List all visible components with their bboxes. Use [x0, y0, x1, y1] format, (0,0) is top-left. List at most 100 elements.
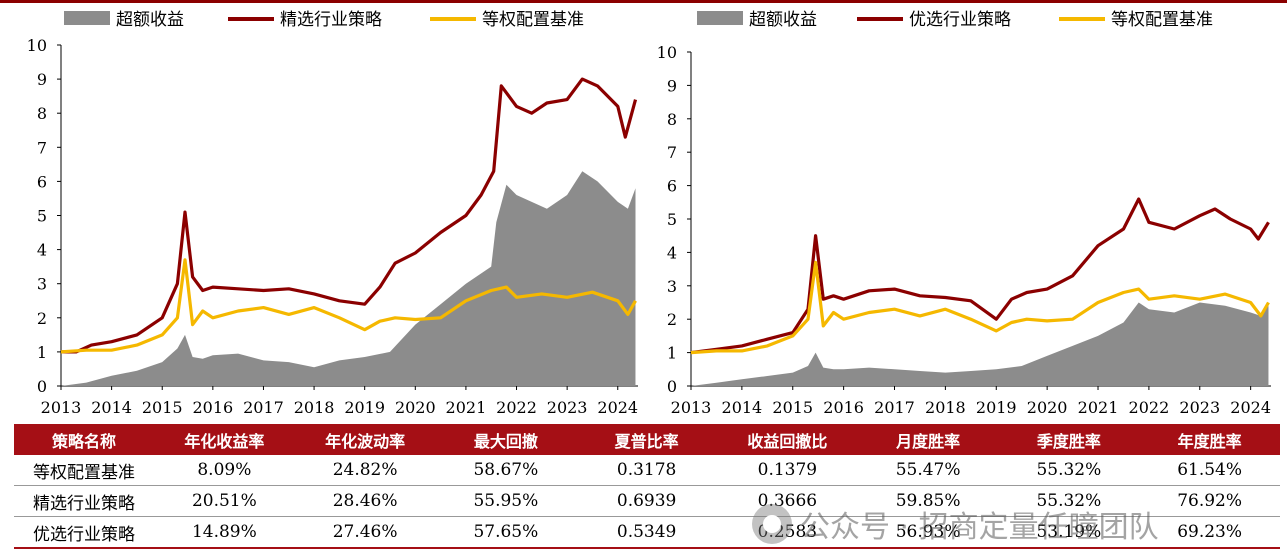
y-tick-label: 4: [667, 243, 677, 262]
x-tick-label: 2024: [1230, 398, 1271, 417]
table-header-row: 策略名称 年化收益率 年化波动率 最大回撤 夏普比率 收益回撤比 月度胜率 季度…: [14, 424, 1280, 455]
table-cell: 56.93%: [857, 516, 999, 549]
y-tick-label: 6: [667, 177, 677, 196]
table-cell: 53.19%: [998, 516, 1140, 549]
chart-left: 0 1 2 3 4 5 6 7 8 9 10 2013 2014 2015 2016 2017 2018 2019…: [27, 10, 638, 417]
x-tick-label: 2013: [671, 398, 712, 417]
x-tick-label: 2018: [925, 398, 966, 417]
y-tick-label: 8: [37, 104, 47, 123]
x-tick-label: 2013: [41, 398, 82, 417]
x-tick-label: 2016: [823, 398, 864, 417]
header-cell: 策略名称: [14, 424, 154, 455]
table-row: 精选行业策略 20.51% 28.46% 55.95% 0.6939 0.366…: [14, 485, 1280, 517]
table-cell: 55.95%: [435, 485, 577, 517]
legend-label: 超额收益: [749, 10, 817, 30]
metrics-table: 策略名称 年化收益率 年化波动率 最大回撤 夏普比率 收益回撤比 月度胜率 季度…: [14, 424, 1280, 549]
table-cell: 57.65%: [435, 516, 577, 549]
table-cell: 0.1379: [717, 455, 858, 486]
y-tick-label: 0: [37, 377, 47, 396]
x-tick-label: 2024: [597, 398, 638, 417]
y-tick-label: 10: [657, 43, 677, 62]
legend-swatch: [64, 11, 110, 25]
legend-label: 精选行业策略: [280, 10, 382, 30]
x-tick-label: 2023: [547, 398, 588, 417]
header-cell: 月度胜率: [857, 424, 999, 455]
header-cell: 收益回撤比: [717, 424, 858, 455]
y-tick-label: 9: [667, 76, 677, 95]
y-tick-label: 1: [667, 344, 677, 363]
y-tick-label: 10: [27, 36, 47, 55]
y-tick-label: 1: [37, 343, 47, 362]
table-cell: 20.51%: [154, 485, 295, 517]
y-tick-label: 9: [37, 70, 47, 89]
table-cell: 55.47%: [857, 455, 999, 486]
x-tick-label: 2017: [874, 398, 915, 417]
y-tick-label: 5: [667, 210, 677, 229]
table-cell: 0.2583: [717, 516, 858, 549]
legend-swatch: [697, 11, 743, 25]
header-cell: 夏普比率: [576, 424, 717, 455]
x-tick-label: 2014: [722, 398, 763, 417]
x-tick-label: 2015: [142, 398, 183, 417]
x-tick-label: 2022: [1129, 398, 1170, 417]
y-tick-label: 7: [37, 138, 47, 157]
table-cell: 58.67%: [435, 455, 577, 486]
x-tick-label: 2020: [395, 398, 436, 417]
y-tick-label: 3: [37, 275, 47, 294]
table-row: 优选行业策略 14.89% 27.46% 57.65% 0.5349 0.258…: [14, 516, 1280, 549]
x-tick-label: 2019: [344, 398, 385, 417]
strategy-name-cell: 优选行业策略: [14, 516, 154, 549]
table-cell: 0.6939: [576, 485, 717, 517]
table-cell: 59.85%: [857, 485, 999, 517]
legend-label: 等权配置基准: [482, 10, 584, 30]
x-tick-label: 2020: [1027, 398, 1068, 417]
top-rule: [0, 0, 1287, 3]
strategy-name-cell: 精选行业策略: [14, 485, 154, 517]
table-cell: 55.32%: [998, 455, 1140, 486]
x-tick-label: 2022: [496, 398, 537, 417]
legend-label: 超额收益: [116, 10, 184, 30]
excess-return-area: [691, 302, 1269, 386]
header-cell: 年化收益率: [154, 424, 295, 455]
table-cell: 0.3666: [717, 485, 858, 517]
strategy-name-cell: 等权配置基准: [14, 455, 154, 486]
x-tick-label: 2018: [294, 398, 335, 417]
header-cell: 年化波动率: [294, 424, 436, 455]
y-tick-label: 3: [667, 277, 677, 296]
chart-right: 0 1 2 3 4 5 6 7 8 9 10 2013 2014 2015 2016 2017 2018 2019…: [657, 10, 1271, 417]
x-tick-label: 2023: [1179, 398, 1220, 417]
y-tick-label: 2: [37, 309, 47, 328]
legend-label: 等权配置基准: [1111, 10, 1213, 30]
header-cell: 季度胜率: [998, 424, 1140, 455]
y-tick-label: 5: [37, 207, 47, 226]
header-cell: 年度胜率: [1139, 424, 1280, 455]
table-row: 等权配置基准 8.09% 24.82% 58.67% 0.3178 0.1379…: [14, 455, 1280, 486]
y-tick-label: 7: [667, 143, 677, 162]
x-tick-label: 2016: [192, 398, 233, 417]
y-tick-label: 8: [667, 110, 677, 129]
x-tick-label: 2014: [91, 398, 132, 417]
table-cell: 24.82%: [294, 455, 436, 486]
y-tick-label: 4: [37, 241, 47, 260]
table-cell: 0.5349: [576, 516, 717, 549]
table-cell: 28.46%: [294, 485, 436, 517]
table-cell: 8.09%: [154, 455, 295, 486]
table-cell: 55.32%: [998, 485, 1140, 517]
y-tick-label: 6: [37, 172, 47, 191]
x-tick-label: 2019: [976, 398, 1017, 417]
table-cell: 27.46%: [294, 516, 436, 549]
table-cell: 14.89%: [154, 516, 295, 549]
benchmark-line: [690, 260, 1270, 355]
table-cell: 0.3178: [576, 455, 717, 486]
excess-return-area: [61, 171, 636, 386]
legend-label: 优选行业策略: [909, 10, 1011, 30]
table-cell: 76.92%: [1139, 485, 1280, 517]
y-tick-label: 0: [667, 377, 677, 396]
strategy-line: [61, 77, 638, 354]
header-cell: 最大回撤: [435, 424, 577, 455]
benchmark-line: [60, 258, 637, 354]
x-tick-label: 2015: [772, 398, 813, 417]
table-cell: 69.23%: [1139, 516, 1280, 549]
table-cell: 61.54%: [1139, 455, 1280, 486]
y-tick-label: 2: [667, 310, 677, 329]
